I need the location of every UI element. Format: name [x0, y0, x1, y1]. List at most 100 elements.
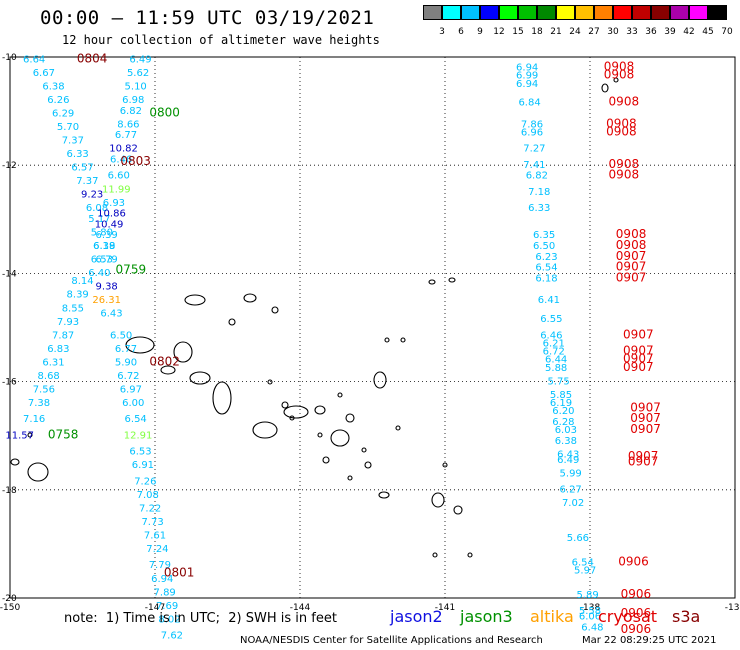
- wave-height-value: 6.50: [533, 241, 555, 252]
- track-time-label: 0906: [621, 606, 652, 620]
- wave-height-value: 26.31: [92, 295, 121, 306]
- wave-height-value: 6.19: [550, 398, 572, 409]
- colorbar-swatch: [499, 5, 518, 20]
- wave-height-value: 6.82: [526, 171, 548, 182]
- wave-height-value: 6.54: [572, 558, 594, 569]
- island-outline: [400, 337, 406, 343]
- island-outline: [10, 458, 20, 466]
- wave-height-value: 7.16: [23, 414, 45, 425]
- wave-height-value: 6.35: [533, 230, 555, 241]
- wave-height-value: 5.88: [545, 363, 567, 374]
- wave-height-value: 7.89: [154, 587, 176, 598]
- colorbar-swatch: [518, 5, 537, 20]
- x-tick-label: -144: [290, 603, 311, 613]
- track-time-label: 0758: [48, 427, 79, 441]
- wave-height-value: 8.66: [117, 119, 139, 130]
- track-time-label: 0907: [630, 400, 661, 414]
- wave-height-value: 6.41: [538, 295, 560, 306]
- track-time-label: 0908: [604, 68, 635, 82]
- wave-height-value: 6.49: [129, 54, 151, 65]
- wave-height-value: 6.91: [132, 460, 154, 471]
- colorbar-label: 33: [626, 27, 638, 37]
- island-outline: [613, 77, 619, 83]
- colorbar-label: 45: [702, 27, 714, 37]
- wave-height-value: 6.53: [129, 447, 151, 458]
- colorbar-swatch: [480, 5, 499, 20]
- y-tick-label: -12: [2, 161, 17, 171]
- track-time-label: 0907: [623, 352, 654, 366]
- wave-height-value: 8.02: [158, 614, 180, 625]
- island-outline: [442, 462, 448, 468]
- island-outline: [373, 371, 387, 389]
- colorbar-swatch: [632, 5, 651, 20]
- y-tick-label: -10: [2, 53, 17, 63]
- legend-item-jason3: jason3: [460, 607, 513, 626]
- island-outline: [448, 277, 456, 283]
- wave-height-value: 6.54: [535, 263, 557, 274]
- island-outline: [395, 425, 401, 431]
- x-tick-label: -138: [580, 603, 601, 613]
- island-outline: [337, 392, 343, 398]
- legend-item-jason2: jason2: [390, 607, 443, 626]
- wave-height-value: 6.43: [557, 449, 579, 460]
- wave-height-value: 6.53: [91, 255, 113, 266]
- wave-height-value: 7.79: [149, 560, 171, 571]
- wave-height-value: 6.39: [96, 230, 118, 241]
- track-time-label: 0907: [630, 411, 661, 425]
- island-outline: [27, 432, 33, 438]
- wave-height-value: 8.55: [62, 303, 84, 314]
- island-outline: [184, 294, 206, 306]
- colorbar-swatch: [442, 5, 461, 20]
- island-outline: [228, 318, 236, 326]
- wave-height-value: 7.87: [52, 330, 74, 341]
- wave-height-value: 6.49: [557, 455, 579, 466]
- wave-height-value: 6.72: [117, 371, 139, 382]
- track-time-label: 0759: [116, 262, 147, 276]
- wave-height-value: 5.75: [547, 376, 569, 387]
- island-outline: [283, 405, 309, 419]
- wave-height-value: 7.41: [523, 160, 545, 171]
- island-outline: [322, 456, 330, 464]
- wave-height-value: 6.84: [518, 98, 540, 109]
- island-outline: [431, 492, 445, 508]
- timestamp-text: Mar 22 08:29:25 UTC 2021: [582, 635, 717, 646]
- wave-height-value: 6.54: [125, 414, 147, 425]
- track-time-label: 0908: [616, 227, 647, 241]
- wave-height-value: 6.26: [47, 95, 69, 106]
- wave-height-value: 6.38: [93, 241, 115, 252]
- island-outline: [601, 83, 609, 93]
- colorbar-label: 3: [439, 27, 445, 37]
- wave-height-value: 6.03: [555, 425, 577, 436]
- island-outline: [314, 405, 326, 415]
- colorbar-label: 39: [664, 27, 676, 37]
- wave-height-value: 6.64: [23, 54, 45, 65]
- wave-height-value: 6.83: [47, 344, 69, 355]
- colorbar-label: 30: [607, 27, 619, 37]
- track-time-label: 0802: [149, 354, 180, 368]
- colorbar-swatch: [613, 5, 632, 20]
- colorbar-label: 15: [512, 27, 524, 37]
- wave-height-value: 10.86: [97, 209, 126, 220]
- colorbar-swatch: [594, 5, 613, 20]
- island-outline: [243, 293, 257, 303]
- track-time-label: 0804: [77, 51, 108, 65]
- island-outline: [189, 371, 211, 385]
- colorbar-label: 36: [645, 27, 657, 37]
- colorbar-swatch: [461, 5, 480, 20]
- track-time-label: 0907: [623, 327, 654, 341]
- wave-height-value: 5.99: [560, 468, 582, 479]
- wave-height-value: 9.38: [96, 282, 118, 293]
- wave-height-value: 6.33: [67, 149, 89, 160]
- wave-height-value: 6.43: [100, 309, 122, 320]
- colorbar-label: 21: [550, 27, 562, 37]
- colorbar-label: 70: [721, 27, 733, 37]
- legend-item-cryosat: cryosat: [598, 607, 658, 626]
- wave-height-value: 7.24: [146, 544, 168, 555]
- island-outline: [345, 413, 355, 423]
- wave-height-value: 8.14: [71, 276, 93, 287]
- colorbar-swatch: [708, 5, 727, 20]
- track-time-label: 0908: [609, 168, 640, 182]
- wave-height-value: 7.18: [528, 187, 550, 198]
- wave-height-value: 6.50: [110, 330, 132, 341]
